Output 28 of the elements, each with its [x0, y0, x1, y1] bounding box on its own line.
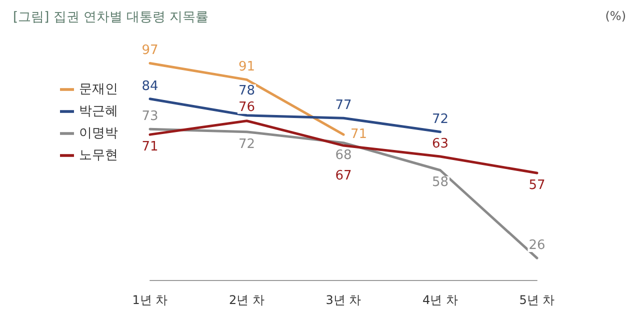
x-tick-label: 1년 차	[132, 293, 168, 307]
data-label: 26	[528, 238, 546, 254]
data-label: 73	[142, 109, 158, 124]
data-label: 71	[142, 140, 158, 155]
chart-title: [그림] 집권 연차별 대통령 지목률	[13, 10, 209, 25]
data-label: 97	[142, 43, 158, 58]
data-label: 77	[335, 98, 352, 114]
data-label: 63	[432, 136, 449, 152]
x-tick-label: 5년 차	[519, 293, 555, 307]
data-label: 72	[238, 136, 256, 152]
data-label: 78	[238, 83, 256, 98]
data-label: 57	[528, 178, 546, 193]
x-tick-label: 3년 차	[326, 293, 362, 307]
data-label: 72	[432, 112, 449, 127]
text: (%)	[605, 9, 626, 23]
data-label: 76	[238, 100, 256, 115]
data-label: 68	[335, 148, 352, 163]
data-label: 71	[350, 127, 368, 142]
x-tick-label: 4년 차	[422, 293, 458, 307]
legend-label: 박근혜	[79, 104, 118, 119]
x-tick-label: 2년 차	[229, 293, 264, 307]
data-label: 67	[335, 168, 352, 184]
legend-label: 이명박	[79, 126, 118, 141]
legend-label: 노무현	[79, 148, 118, 163]
legend-label: 문재인	[79, 82, 118, 97]
data-label: 91	[238, 60, 256, 75]
data-label: 58	[432, 175, 449, 190]
data-label: 84	[142, 78, 158, 94]
